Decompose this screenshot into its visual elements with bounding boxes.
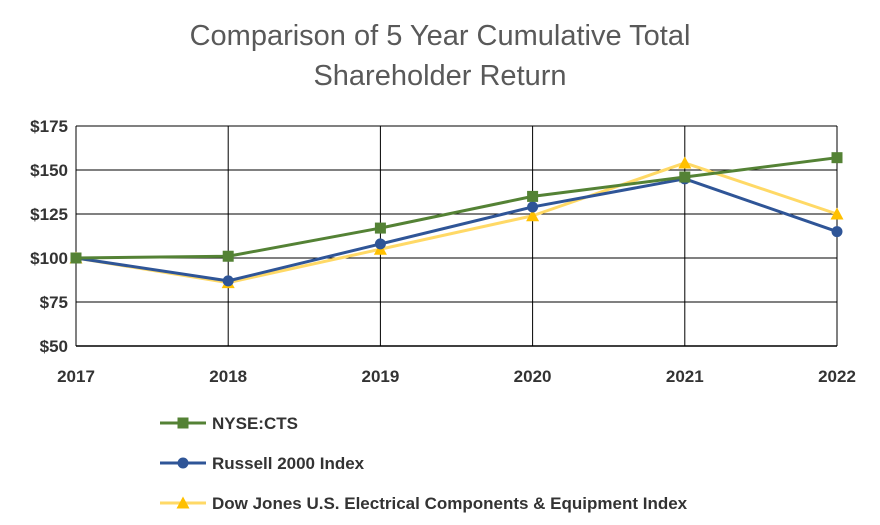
y-tick-label: $125 (30, 205, 68, 224)
legend-label: Dow Jones U.S. Electrical Components & E… (212, 494, 688, 513)
legend-marker (177, 417, 189, 429)
data-point-marker (222, 275, 234, 287)
legend-label: Russell 2000 Index (212, 454, 365, 473)
legend-marker (176, 496, 190, 509)
data-point-marker (527, 190, 539, 202)
x-tick-label: 2019 (361, 367, 399, 386)
series-line (75, 161, 838, 285)
y-tick-label: $50 (40, 337, 68, 356)
series-line (75, 156, 838, 260)
chart-title-line-1: Comparison of 5 Year Cumulative Total (189, 20, 691, 52)
y-tick-label: $150 (30, 161, 68, 180)
chart-title-line-2: Shareholder Return (313, 60, 567, 92)
data-point-marker (831, 226, 843, 238)
data-point-marker (70, 252, 82, 264)
x-tick-label: 2022 (818, 367, 856, 386)
series-markers (69, 152, 844, 289)
x-tick-label: 2021 (666, 367, 704, 386)
x-tick-label: 2018 (209, 367, 247, 386)
chart-title: Comparison of 5 Year Cumulative Total Sh… (0, 16, 880, 96)
data-point-marker (830, 207, 844, 220)
x-tick-label: 2020 (514, 367, 552, 386)
x-tick-label: 2017 (57, 367, 95, 386)
gridlines (75, 125, 838, 347)
data-point-marker (526, 209, 540, 222)
data-point-marker (678, 156, 692, 169)
legend: NYSE:CTS Russell 2000 Index Dow Jones U.S.… (160, 414, 688, 513)
data-point-marker (527, 201, 539, 213)
data-point-marker (374, 222, 386, 234)
legend-label: NYSE:CTS (212, 414, 298, 433)
series-lines (75, 156, 838, 285)
data-point-marker (831, 152, 843, 164)
y-tick-label: $175 (30, 117, 68, 136)
y-tick-label: $100 (30, 249, 68, 268)
x-axis-ticks: 2017 2018 2019 2020 2021 2022 (57, 367, 856, 386)
y-tick-label: $75 (40, 293, 68, 312)
y-axis-ticks: $50 $75 $100 $125 $150 $175 (30, 117, 68, 356)
data-point-marker (222, 250, 234, 262)
legend-marker (177, 457, 189, 469)
series-line (75, 177, 838, 283)
data-point-marker (679, 171, 691, 183)
data-point-marker (374, 238, 386, 250)
